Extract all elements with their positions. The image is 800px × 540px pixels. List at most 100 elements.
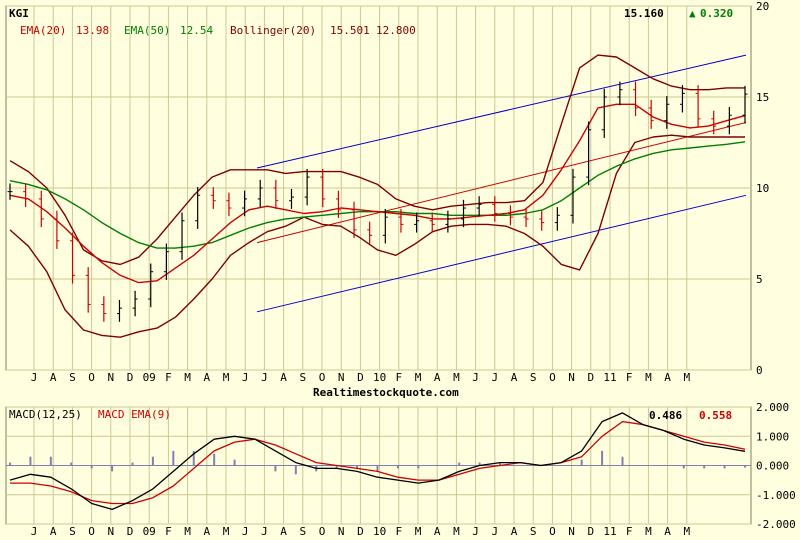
price-grid: J A S O N D 09 F M A M J J A S O N D 10 F M A M J J A S O N D 11 F M A M05…	[6, 0, 769, 384]
macd-x-tick-label: 11	[603, 525, 616, 538]
price-y-tick-label: 20	[756, 0, 769, 13]
macd-y-tick-label: -2.000	[756, 518, 796, 531]
macd-series-layer	[6, 412, 751, 511]
macd-x-tick-label: A	[203, 525, 210, 538]
price-x-tick-label: N	[568, 371, 575, 384]
last-price: 15.160	[624, 7, 664, 20]
price-x-tick-label: J	[472, 371, 479, 384]
price-x-tick-label: S	[69, 371, 76, 384]
ema50-line	[9, 141, 746, 249]
price-x-tick-label: 10	[373, 371, 386, 384]
macd-x-tick-label: J	[242, 525, 249, 538]
ticker-label: KGI	[9, 7, 29, 20]
macd-x-tick-label: M	[683, 525, 690, 538]
price-x-tick-label: M	[453, 371, 460, 384]
source-footer[interactable]: Realtimestockquote.com	[313, 386, 459, 399]
price-x-tick-label: D	[357, 371, 364, 384]
ema20-legend-value: 13.98	[76, 24, 109, 37]
macd-signal-line	[10, 420, 746, 505]
macd-x-tick-label: 09	[143, 525, 156, 538]
signal-legend-label: MACD EMA(9)	[98, 408, 171, 421]
macd-x-tick-label: D	[357, 525, 364, 538]
price-x-tick-label: 11	[603, 371, 616, 384]
macd-x-tick-label: J	[31, 525, 38, 538]
regression-line	[256, 122, 747, 244]
signal-current-value: 0.558	[699, 409, 732, 422]
macd-x-tick-label: N	[107, 525, 114, 538]
macd-x-tick-label: M	[453, 525, 460, 538]
price-x-tick-label: M	[683, 371, 690, 384]
price-x-tick-label: J	[242, 371, 249, 384]
macd-x-tick-label: F	[395, 525, 402, 538]
price-x-tick-label: F	[626, 371, 633, 384]
macd-x-tick-label: M	[184, 525, 191, 538]
price-x-tick-label: 09	[143, 371, 156, 384]
macd-x-tick-label: O	[549, 525, 556, 538]
price-x-tick-label: A	[511, 371, 518, 384]
price-y-tick-label: 0	[756, 364, 763, 377]
price-x-tick-label: S	[530, 371, 537, 384]
macd-y-tick-label: -1.000	[756, 489, 796, 502]
macd-x-tick-label: A	[434, 525, 441, 538]
bollinger-lower-line	[9, 134, 745, 338]
macd-x-tick-label: A	[50, 525, 57, 538]
macd-x-tick-label: D	[127, 525, 134, 538]
price-x-tick-label: J	[31, 371, 38, 384]
macd-x-tick-label: D	[587, 525, 594, 538]
macd-x-tick-label: O	[88, 525, 95, 538]
price-x-tick-label: M	[223, 371, 230, 384]
price-x-tick-label: O	[319, 371, 326, 384]
price-x-tick-label: O	[88, 371, 95, 384]
macd-x-tick-label: A	[664, 525, 671, 538]
macd-y-tick-label: 1.000	[756, 430, 789, 443]
price-x-tick-label: N	[338, 371, 345, 384]
macd-x-tick-label: S	[299, 525, 306, 538]
macd-x-tick-label: N	[338, 525, 345, 538]
macd-x-tick-label: 10	[373, 525, 386, 538]
price-y-tick-label: 10	[756, 182, 769, 195]
price-x-tick-label: J	[491, 371, 498, 384]
price-y-tick-label: 15	[756, 91, 769, 104]
macd-x-tick-label: A	[280, 525, 287, 538]
macd-y-tick-label: 2.000	[756, 401, 789, 414]
price-x-tick-label: O	[549, 371, 556, 384]
macd-x-tick-label: F	[626, 525, 633, 538]
price-x-tick-label: A	[203, 371, 210, 384]
price-x-tick-label: J	[261, 371, 268, 384]
ema20-line	[9, 103, 746, 284]
ema50-legend-label: EMA(50)	[124, 24, 170, 37]
macd-x-tick-label: M	[645, 525, 652, 538]
price-y-tick-label: 5	[756, 273, 763, 286]
macd-x-tick-label: M	[415, 525, 422, 538]
macd-x-tick-label: M	[223, 525, 230, 538]
macd-x-tick-label: O	[319, 525, 326, 538]
macd-legend-label: MACD(12,25)	[9, 408, 82, 421]
macd-x-tick-label: S	[530, 525, 537, 538]
price-x-tick-label: S	[299, 371, 306, 384]
upper-trend-channel-line	[256, 54, 747, 169]
bollinger-upper-value: 15.501	[330, 24, 370, 37]
price-change: 0.320	[700, 7, 733, 20]
price-x-tick-label: D	[127, 371, 134, 384]
price-x-tick-label: F	[165, 371, 172, 384]
price-series-layer	[7, 54, 748, 338]
bollinger-lower-value: 12.800	[376, 24, 416, 37]
macd-x-tick-label: J	[261, 525, 268, 538]
price-x-tick-label: M	[415, 371, 422, 384]
price-x-tick-label: M	[645, 371, 652, 384]
macd-line	[9, 412, 746, 511]
price-x-tick-label: A	[50, 371, 57, 384]
bollinger-legend-label: Bollinger(20)	[230, 24, 316, 37]
macd-current-value: 0.486	[649, 409, 682, 422]
macd-x-tick-label: J	[472, 525, 479, 538]
macd-x-tick-label: J	[491, 525, 498, 538]
bollinger-upper-line	[9, 54, 745, 266]
macd-x-tick-label: S	[69, 525, 76, 538]
price-x-tick-label: D	[587, 371, 594, 384]
macd-x-tick-label: A	[511, 525, 518, 538]
macd-x-tick-label: F	[165, 525, 172, 538]
price-x-tick-label: F	[395, 371, 402, 384]
ema50-legend-value: 12.54	[180, 24, 213, 37]
